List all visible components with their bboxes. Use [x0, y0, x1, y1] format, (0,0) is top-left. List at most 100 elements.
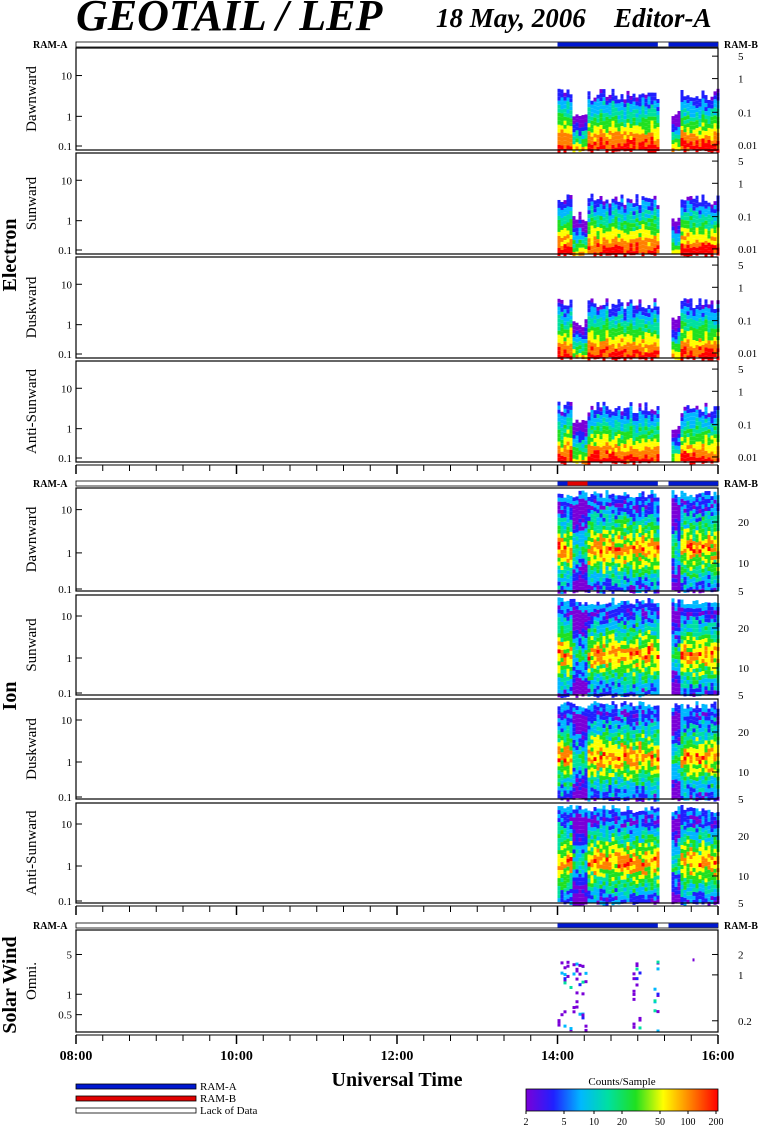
time-axis	[75, 1034, 719, 1044]
colorbar: Counts/Sample 2 5 10 20 50 100 200	[524, 1076, 724, 1128]
y2-tick-label: 1	[738, 970, 744, 982]
panel-frame	[75, 256, 719, 359]
legend-label: RAM-B	[200, 1093, 236, 1105]
y-tick-label: 10	[61, 279, 73, 291]
mode-bar: RAM-A RAM-B	[33, 479, 758, 490]
y2-tick-label: 20	[738, 517, 750, 529]
colorbar-gradient	[525, 1088, 719, 1112]
panel-electron-dawnward: 0.1 1 10 0.01 0.1 1 5 Dawnward	[24, 47, 757, 153]
y2-tick-label: 10	[738, 871, 750, 883]
y-tick-label: 0.1	[58, 896, 72, 908]
panel-label: Dawnward	[24, 506, 40, 572]
chart-title: GEOTAIL / LEP	[76, 0, 384, 40]
panel-frame	[75, 802, 719, 904]
mode-bar-right-label: RAM-B	[724, 479, 758, 490]
y2-tick-label: 0.01	[738, 348, 757, 360]
panel-frame	[75, 360, 719, 463]
y-tick-label: 0.1	[58, 453, 72, 465]
y-tick-label: 10	[61, 505, 73, 517]
y-tick-label: 10	[61, 383, 73, 395]
mode-bar: RAM-A RAM-B	[33, 40, 758, 51]
y2-tick-label: 0.01	[738, 452, 757, 464]
y2-tick-label: 2	[738, 949, 744, 961]
mode-bar-ram-a-segment	[668, 42, 718, 47]
panel-frame	[75, 594, 719, 696]
y-tick-label: 0.1	[58, 688, 72, 700]
y-tick-label: 10	[61, 175, 73, 187]
colorbar-tick-label: 10	[589, 1117, 599, 1128]
mode-bar-right-label: RAM-B	[724, 40, 758, 51]
y2-tick-label: 5	[738, 898, 744, 910]
panel-ion-sunward: 0.1 1 10 5 10 20 Sunward	[24, 594, 750, 702]
mode-bar: RAM-A RAM-B	[33, 921, 758, 932]
group-label: Electron	[0, 219, 21, 292]
legend-label: Lack of Data	[200, 1105, 258, 1117]
x-tick-label: 08:00	[60, 1049, 93, 1064]
y-tick-label: 1	[67, 216, 73, 228]
y-tick-label: 1	[67, 653, 73, 665]
mode-bar-ram-a-segment	[668, 481, 718, 486]
mode-bar-ram-a-segment	[557, 481, 658, 486]
mode-bar-ram-a-segment	[557, 923, 658, 928]
x-tick-label: 16:00	[702, 1049, 735, 1064]
y2-tick-label: 20	[738, 727, 750, 739]
y-tick-label: 1	[67, 989, 73, 1001]
colorbar-tick-label: 20	[617, 1117, 627, 1128]
time-axis	[75, 464, 719, 474]
y2-tick-label: 5	[738, 156, 744, 168]
legend-label: RAM-A	[200, 1081, 237, 1093]
y-tick-label: 10	[61, 715, 73, 727]
legend-swatch	[75, 1095, 197, 1102]
x-axis-label: Universal Time	[332, 1069, 463, 1091]
y2-tick-label: 1	[738, 282, 744, 294]
y-tick-label: 1	[67, 424, 73, 436]
mode-bar-left-label: RAM-A	[33, 40, 68, 51]
y2-tick-label: 5	[738, 364, 744, 376]
y2-tick-label: 10	[738, 663, 750, 675]
panel-label: Omni.	[24, 962, 40, 1000]
y2-tick-label: 10	[738, 767, 750, 779]
colorbar-tick-label: 200	[709, 1117, 724, 1128]
panel-frame	[75, 487, 719, 592]
y-tick-label: 10	[61, 819, 73, 831]
panel-ion-anti-sunward: 0.1 1 10 5 10 20 Anti-Sunward	[24, 802, 750, 910]
y2-tick-label: 5	[738, 586, 744, 598]
mode-bar-ram-a-segment	[557, 42, 658, 47]
panel-label: Duskward	[24, 276, 40, 338]
colorbar-title: Counts/Sample	[588, 1076, 655, 1088]
mode-bar-ram-a-segment	[668, 923, 718, 928]
chart-date: 18 May, 2006	[436, 3, 586, 33]
panel-label: Anti-Sunward	[24, 810, 40, 895]
y-tick-label: 1	[67, 757, 73, 769]
panel-label: Anti-Sunward	[24, 369, 40, 454]
panel-ion-duskward: 0.1 1 10 5 10 20 Duskward	[24, 698, 750, 806]
time-axis	[75, 905, 719, 915]
y-tick-label: 1	[67, 861, 73, 873]
y2-tick-label: 20	[738, 831, 750, 843]
panel-frame	[75, 698, 719, 800]
y2-tick-label: 0.1	[738, 212, 752, 224]
panel-frame	[75, 152, 719, 255]
y2-tick-label: 0.01	[738, 140, 757, 152]
colorbar-tick-label: 5	[562, 1117, 567, 1128]
group-label: Ion	[0, 682, 21, 711]
panel-label: Sunward	[24, 618, 40, 672]
panel-electron-duskward: 0.1 1 10 0.01 0.1 1 5 Duskward	[24, 256, 757, 361]
panel-frame	[75, 47, 719, 151]
panel-electron-sunward: 0.1 1 10 0.01 0.1 1 5 Sunward	[24, 152, 757, 257]
y-tick-label: 10	[61, 71, 73, 83]
y-tick-label: 0.1	[58, 584, 72, 596]
legend-swatch	[75, 1083, 197, 1090]
panel-ion-dawnward: 0.1 1 10 5 10 20 Dawnward	[24, 487, 750, 598]
y-tick-label: 1	[67, 548, 73, 560]
x-tick-label: 12:00	[381, 1049, 414, 1064]
y2-tick-label: 1	[738, 386, 744, 398]
y2-tick-label: 5	[738, 794, 744, 806]
y2-tick-label: 5	[738, 690, 744, 702]
y2-tick-label: 20	[738, 623, 750, 635]
mode-bar-left-label: RAM-A	[33, 921, 68, 932]
panel-label: Dawnward	[24, 66, 40, 132]
mode-bar-ram-b-segment	[567, 481, 588, 486]
